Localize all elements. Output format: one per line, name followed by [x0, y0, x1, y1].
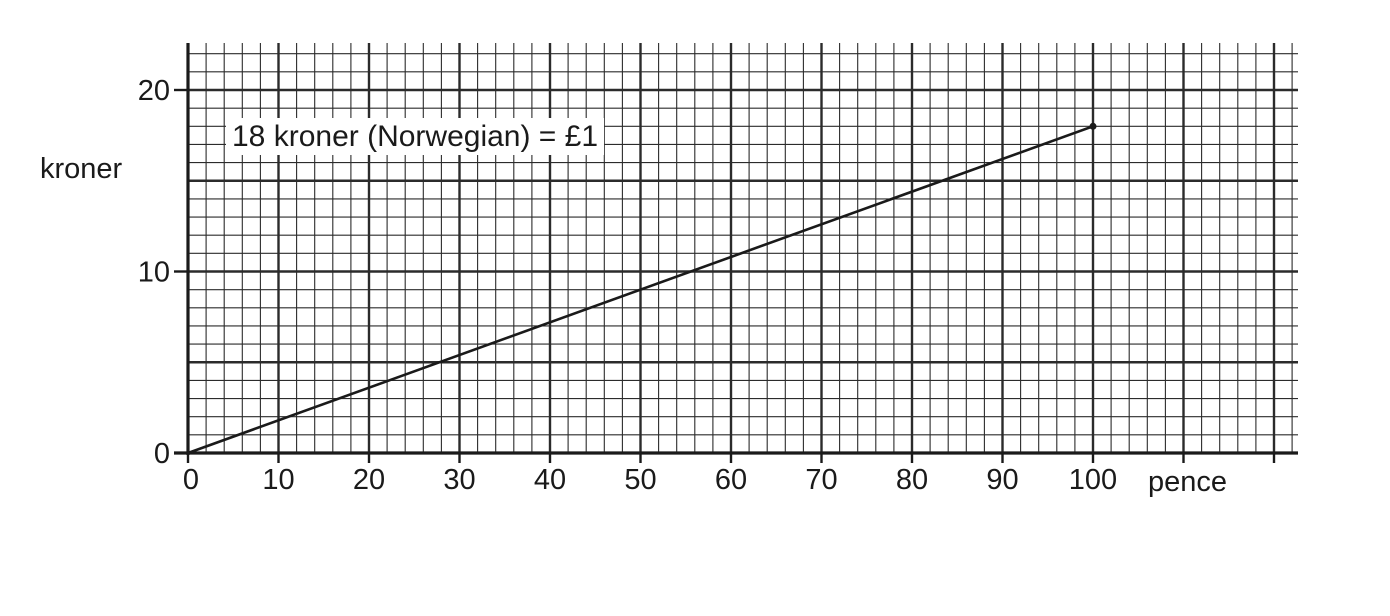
y-tick-label: 20: [138, 75, 170, 107]
axes: [174, 43, 1298, 463]
x-tick-label: 10: [262, 464, 294, 496]
x-tick-label: 80: [896, 464, 928, 496]
conversion-line: [187, 125, 1094, 455]
x-tick-label: 20: [353, 464, 385, 496]
y-tick-label: 0: [154, 438, 170, 470]
series: [187, 122, 1097, 455]
x-tick-label: 40: [534, 464, 566, 496]
x-tick-label: 70: [805, 464, 837, 496]
x-tick-label: 30: [443, 464, 475, 496]
x-tick-label: 90: [986, 464, 1018, 496]
annotation-label: 18 kroner (Norwegian) = £1: [232, 120, 598, 153]
line-end-point: [1089, 122, 1097, 130]
grid: [188, 43, 1298, 453]
y-tick-label: 10: [138, 257, 170, 289]
annotation-background: [226, 118, 605, 155]
x-tick-label: 50: [624, 464, 656, 496]
x-tick-label: 60: [715, 464, 747, 496]
x-tick-label: 100: [1069, 464, 1117, 496]
tick-labels: 0 10 20 30 40 50 60 70 80 90 100 0 10 20: [138, 75, 1117, 496]
x-tick-label: 0: [183, 464, 199, 496]
y-axis-title: kroner: [40, 153, 123, 185]
x-axis-title: pence: [1148, 466, 1227, 498]
